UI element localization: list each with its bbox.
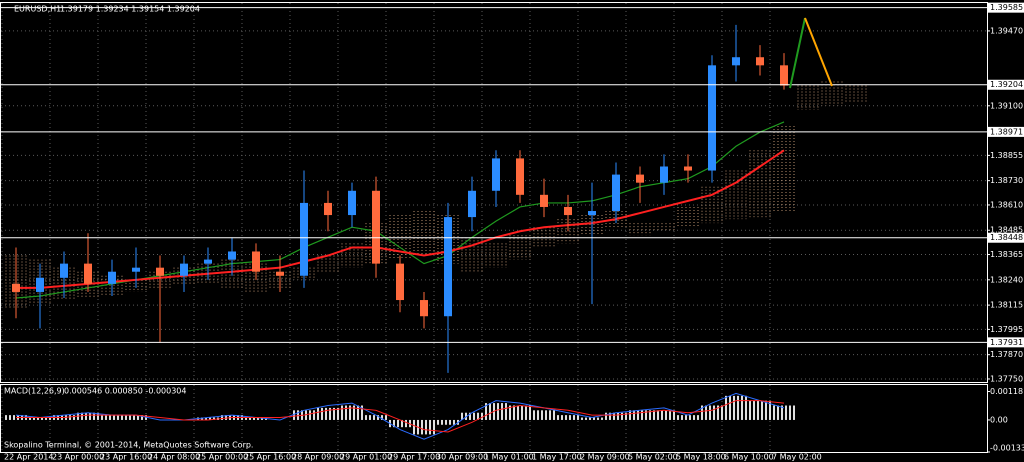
candle-body bbox=[84, 263, 92, 284]
macd-frame bbox=[0, 384, 988, 453]
candle-body bbox=[636, 174, 644, 183]
x-tick-label: 28 Apr 09:00 bbox=[292, 453, 344, 462]
footer: Skopalino Terminal, © 2001-2014, MetaQuo… bbox=[4, 441, 253, 450]
x-tick-label: 7 May 02:00 bbox=[772, 453, 822, 462]
candle-body bbox=[732, 57, 740, 66]
y-tick-label: -0.00133 bbox=[990, 444, 1024, 453]
candle-body bbox=[660, 166, 668, 183]
candle-body bbox=[36, 277, 44, 292]
x-tick-label: 5 May 02:00 bbox=[628, 453, 678, 462]
candle-body bbox=[588, 211, 596, 216]
y-tick-label: 1.39470 bbox=[990, 26, 1023, 35]
y-tick-label: 0.001181 bbox=[990, 387, 1024, 396]
y-tick-label: 1.38855 bbox=[990, 151, 1023, 160]
candle-body bbox=[420, 300, 428, 317]
candle-body bbox=[156, 267, 164, 276]
y-tick-label: 1.38730 bbox=[990, 176, 1023, 185]
x-tick-label: 23 Apr 00:00 bbox=[52, 453, 104, 462]
candle-body bbox=[492, 158, 500, 191]
x-tick-label: 25 Apr 00:00 bbox=[196, 453, 248, 462]
x-tick-label: 22 Apr 2014 bbox=[4, 453, 53, 462]
price-frame bbox=[0, 2, 988, 383]
y-tick-label: 1.38240 bbox=[990, 275, 1023, 284]
candle-body bbox=[108, 271, 116, 284]
level-label: 1.38971 bbox=[990, 127, 1023, 136]
candle-body bbox=[300, 202, 308, 276]
candle-body bbox=[228, 251, 236, 260]
x-tick-label: 29 Apr 17:00 bbox=[388, 453, 440, 462]
projection-down bbox=[804, 17, 833, 87]
candle-body bbox=[684, 166, 692, 171]
candle-body bbox=[60, 263, 68, 278]
candle-body bbox=[324, 202, 332, 216]
level-label: 1.38448 bbox=[990, 233, 1023, 242]
candle-body bbox=[444, 217, 452, 317]
symbol-title: EURUSD,H1 bbox=[14, 5, 61, 14]
candle-body bbox=[252, 251, 260, 272]
x-tick-label: 23 Apr 16:00 bbox=[100, 453, 152, 462]
candle-body bbox=[132, 267, 140, 272]
x-tick-label: 1 May 01:00 bbox=[484, 453, 534, 462]
y-tick-label: 1.37995 bbox=[990, 325, 1023, 334]
level-box bbox=[988, 126, 1024, 137]
y-tick-label: 1.37750 bbox=[990, 374, 1023, 383]
candle-body bbox=[12, 283, 20, 292]
y-tick-label: 1.38485 bbox=[990, 226, 1023, 235]
y-tick-label: 0.00 bbox=[990, 415, 1008, 424]
candle-body bbox=[276, 271, 284, 276]
candle-body bbox=[756, 57, 764, 66]
projection-up bbox=[789, 17, 806, 89]
y-tick-label: 1.37870 bbox=[990, 350, 1023, 359]
y-tick-label: 1.38610 bbox=[990, 200, 1023, 209]
level-box bbox=[988, 232, 1024, 243]
x-tick-label: 24 Apr 08:00 bbox=[148, 453, 200, 462]
level-box bbox=[988, 337, 1024, 348]
candle-body bbox=[372, 190, 380, 264]
x-tick-label: 6 May 10:00 bbox=[724, 453, 774, 462]
macd-main-line bbox=[15, 392, 785, 440]
x-tick-label: 2 May 09:00 bbox=[580, 453, 630, 462]
y-tick-label: 1.39100 bbox=[990, 101, 1023, 110]
y-tick-label: 1.38115 bbox=[990, 301, 1023, 310]
x-tick-label: 29 Apr 01:00 bbox=[340, 453, 392, 462]
level-label: 1.39204 bbox=[990, 80, 1023, 89]
candle-body bbox=[468, 190, 476, 218]
candle-body bbox=[612, 174, 620, 212]
candle-body bbox=[396, 263, 404, 301]
candle-body bbox=[180, 263, 188, 276]
candle-body bbox=[348, 190, 356, 216]
macd-title: MACD(12,26,9) bbox=[4, 387, 65, 396]
level-box bbox=[988, 2, 1024, 13]
macd-signal-line bbox=[16, 400, 785, 433]
candle-body bbox=[540, 194, 548, 207]
candle-body bbox=[708, 65, 716, 171]
candle-body bbox=[564, 206, 572, 216]
x-tick-label: 1 May 17:00 bbox=[532, 453, 582, 462]
level-label: 1.39585 bbox=[990, 3, 1023, 12]
y-tick-label: 1.38365 bbox=[990, 250, 1023, 259]
macd-status: 0.000546 0.000850 -0.000304 bbox=[64, 387, 187, 396]
symbol-status: 1.39179 1.39234 1.39154 1.39204 bbox=[60, 5, 200, 14]
x-tick-label: 5 May 18:00 bbox=[676, 453, 726, 462]
x-tick-label: 30 Apr 09:00 bbox=[436, 453, 488, 462]
level-label: 1.37931 bbox=[990, 338, 1023, 347]
level-box bbox=[988, 79, 1024, 90]
x-tick-label: 25 Apr 16:00 bbox=[244, 453, 296, 462]
candle-body bbox=[516, 158, 524, 195]
candle-body bbox=[780, 65, 788, 86]
candle-body bbox=[204, 259, 212, 264]
moving-average bbox=[16, 149, 785, 289]
